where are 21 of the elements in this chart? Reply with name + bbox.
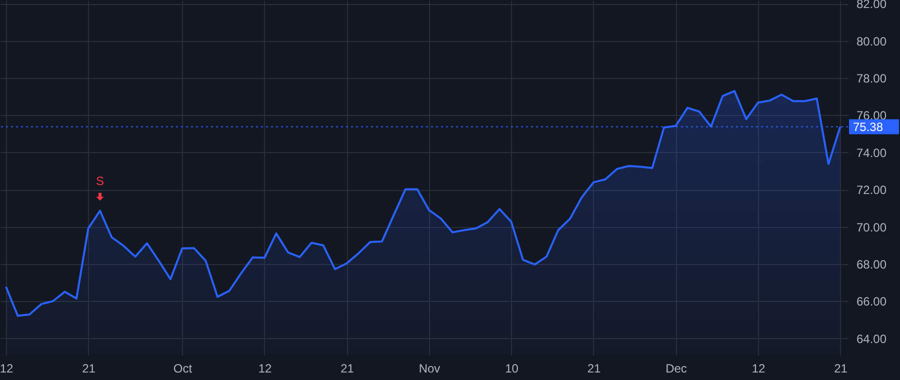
x-tick-label: Oct <box>173 362 193 376</box>
x-tick-label: 21 <box>82 362 96 376</box>
annotation: S <box>96 174 104 188</box>
x-tick-label: 12 <box>752 362 766 376</box>
x-tick-label: Dec <box>666 362 687 376</box>
x-tick-label: Nov <box>418 362 440 376</box>
y-tick-label: 82.00 <box>856 0 887 12</box>
x-tick-label: 12 <box>0 362 14 376</box>
x-tick-label: 21 <box>587 362 601 376</box>
y-tick-label: 72.00 <box>856 183 887 198</box>
y-tick-label: 80.00 <box>856 34 887 48</box>
y-tick-label: 68.00 <box>856 257 887 272</box>
y-tick-label: 78.00 <box>856 72 887 86</box>
y-tick-label: 70.00 <box>856 220 887 234</box>
y-tick-label: 66.00 <box>856 294 887 309</box>
x-tick-label: 10 <box>505 362 519 376</box>
x-tick-label: 21 <box>340 362 354 376</box>
x-tick-label: 21 <box>834 362 848 376</box>
y-tick-label: 64.00 <box>856 332 887 346</box>
x-tick-label: 12 <box>258 362 272 376</box>
y-tick-label: 74.00 <box>856 146 887 160</box>
